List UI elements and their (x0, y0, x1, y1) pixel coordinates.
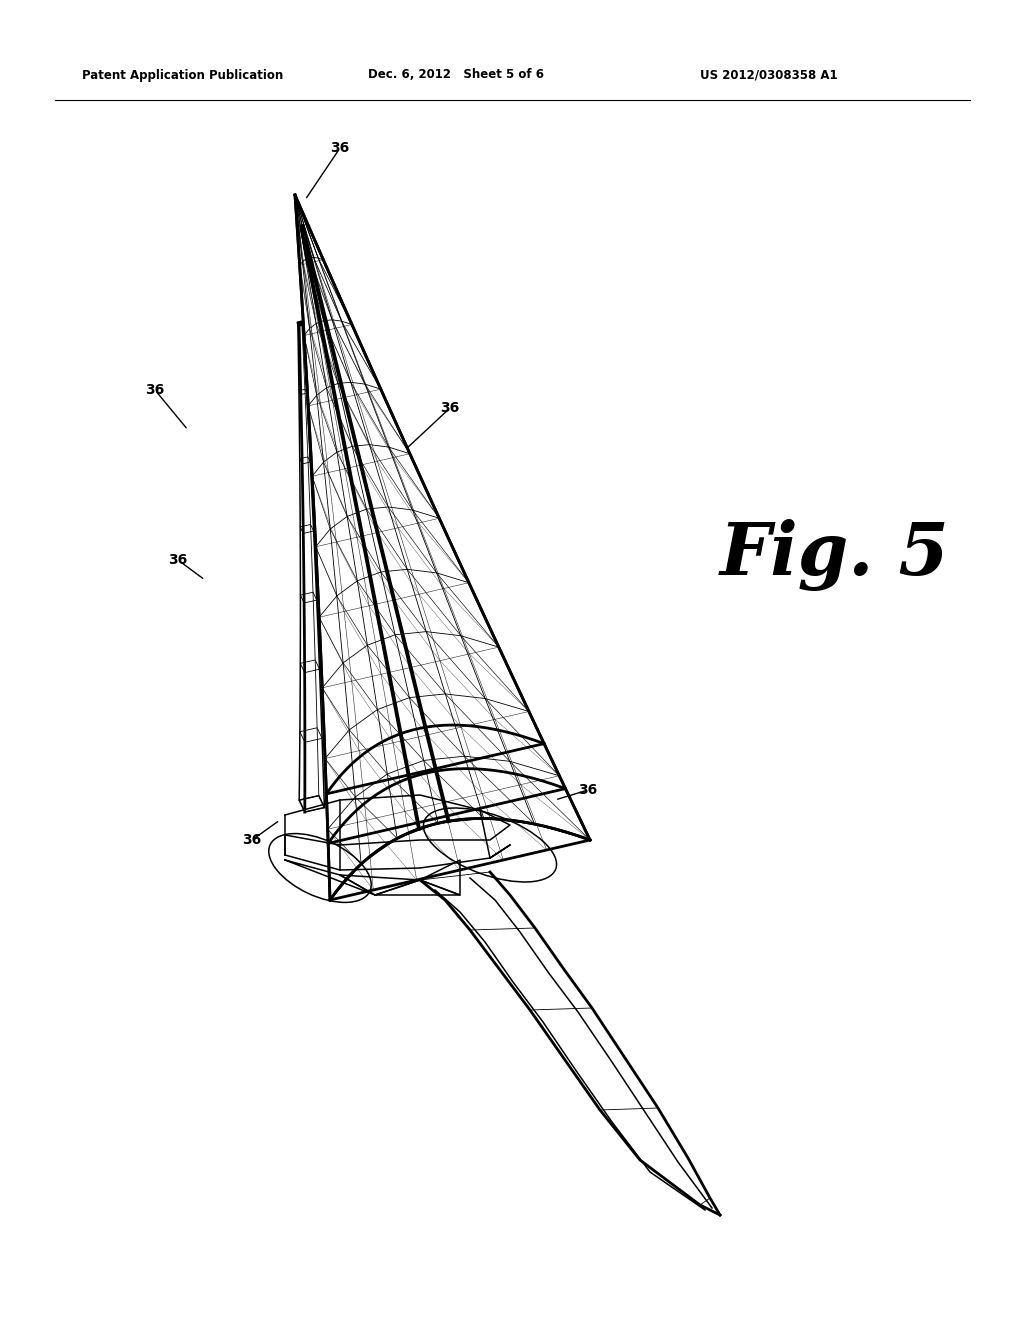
Text: 36: 36 (440, 401, 460, 414)
Text: Patent Application Publication: Patent Application Publication (82, 69, 284, 82)
Text: US 2012/0308358 A1: US 2012/0308358 A1 (700, 69, 838, 82)
Text: Dec. 6, 2012   Sheet 5 of 6: Dec. 6, 2012 Sheet 5 of 6 (368, 69, 544, 82)
Text: 36: 36 (145, 383, 165, 397)
Text: Fig. 5: Fig. 5 (720, 519, 949, 591)
Text: 36: 36 (243, 833, 261, 847)
Text: 36: 36 (331, 141, 349, 154)
Text: 36: 36 (579, 783, 598, 797)
Text: 36: 36 (168, 553, 187, 568)
